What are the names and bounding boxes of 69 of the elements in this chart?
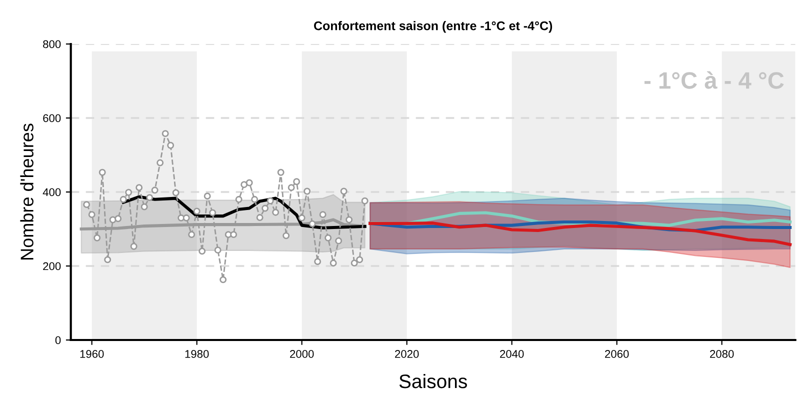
point bbox=[314, 258, 322, 266]
point bbox=[172, 189, 180, 196]
point bbox=[230, 231, 238, 238]
point bbox=[109, 216, 116, 224]
point bbox=[240, 181, 248, 188]
point bbox=[156, 159, 164, 166]
x-axis-title: Saisons bbox=[399, 374, 467, 388]
point bbox=[214, 246, 222, 254]
point bbox=[104, 256, 112, 264]
point bbox=[266, 197, 274, 204]
point bbox=[335, 237, 342, 244]
y-tick-label: 600 bbox=[43, 114, 61, 122]
point bbox=[298, 214, 306, 222]
point bbox=[98, 168, 106, 176]
point bbox=[288, 184, 295, 192]
x-tick-label: 2000 bbox=[290, 350, 314, 358]
point bbox=[167, 142, 174, 149]
point bbox=[178, 214, 185, 222]
point bbox=[319, 211, 326, 218]
point bbox=[162, 130, 169, 138]
point bbox=[235, 196, 242, 203]
point bbox=[262, 204, 269, 212]
point bbox=[151, 186, 158, 194]
point bbox=[120, 196, 127, 203]
y-tick-label: 0 bbox=[55, 336, 61, 344]
point bbox=[256, 214, 264, 222]
point bbox=[346, 216, 353, 224]
y-tick-label: 800 bbox=[43, 40, 61, 48]
point bbox=[88, 211, 96, 218]
point bbox=[136, 184, 143, 192]
x-tick-label: 2060 bbox=[605, 350, 629, 358]
point bbox=[361, 197, 368, 204]
point bbox=[350, 260, 358, 267]
point bbox=[209, 209, 216, 216]
x-tick-label: 2080 bbox=[710, 350, 734, 358]
x-tick-label: 1960 bbox=[80, 350, 104, 358]
point bbox=[272, 208, 280, 216]
point bbox=[293, 178, 300, 186]
point bbox=[94, 234, 101, 242]
line-series bbox=[368, 222, 792, 246]
x-tick-label: 2040 bbox=[500, 350, 524, 358]
point bbox=[324, 234, 332, 242]
point bbox=[198, 248, 206, 255]
y-axis-title: Nombre d'heures bbox=[20, 124, 34, 260]
y-tick-label: 400 bbox=[42, 188, 61, 196]
point bbox=[140, 203, 148, 210]
point bbox=[304, 188, 311, 195]
point bbox=[282, 232, 290, 240]
point bbox=[356, 256, 364, 264]
point bbox=[220, 276, 227, 284]
x-tick-label: 1980 bbox=[185, 350, 209, 358]
point bbox=[277, 168, 284, 176]
point bbox=[308, 220, 316, 228]
point bbox=[83, 201, 90, 208]
point bbox=[340, 188, 348, 195]
point bbox=[114, 215, 122, 222]
point bbox=[193, 208, 200, 215]
point bbox=[125, 188, 132, 196]
point bbox=[146, 194, 154, 202]
point bbox=[188, 231, 196, 238]
chart-title: Confortement saison (entre -1°C et -4°C) bbox=[314, 21, 552, 33]
y-tick-label: 200 bbox=[43, 262, 61, 270]
point bbox=[182, 214, 190, 222]
point bbox=[204, 192, 211, 200]
point bbox=[330, 260, 337, 267]
point bbox=[251, 196, 258, 203]
point bbox=[130, 242, 138, 250]
point bbox=[246, 179, 253, 186]
x-tick-label: 2020 bbox=[395, 350, 419, 358]
